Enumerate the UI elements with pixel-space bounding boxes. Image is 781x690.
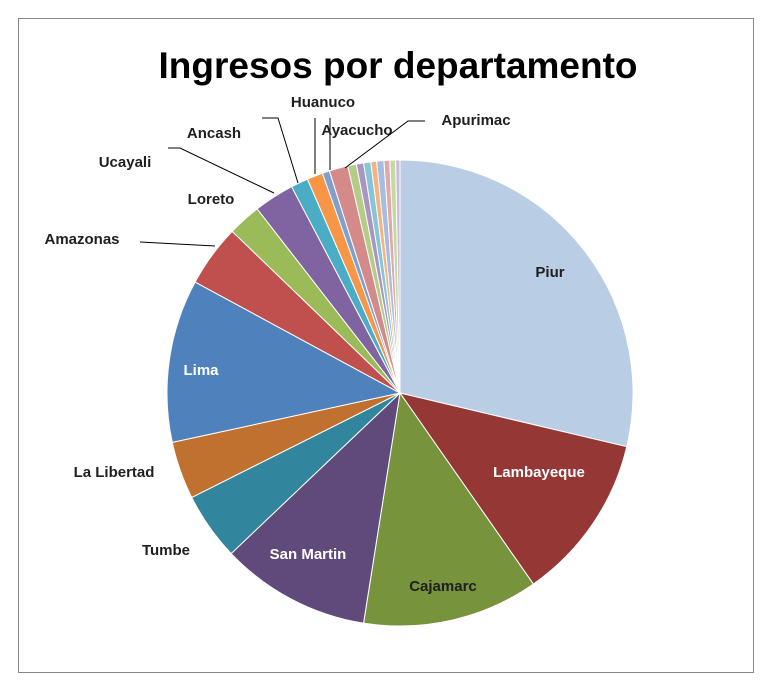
slice-label: Tumbe xyxy=(142,542,190,559)
leader-line xyxy=(168,147,275,194)
pie-slice xyxy=(166,281,402,443)
slice-label: La Libertad xyxy=(74,464,155,481)
slice-label: Apurimac xyxy=(441,112,510,129)
pie-slice xyxy=(398,392,628,585)
slice-label: Huanuco xyxy=(291,94,355,111)
pie-slice xyxy=(362,391,535,627)
slice-label: Piur xyxy=(535,264,564,281)
leader-line xyxy=(139,241,216,247)
leader-line xyxy=(262,117,299,184)
slice-label: Ayacucho xyxy=(321,122,392,139)
slice-label: San Martin xyxy=(270,546,347,563)
slice-label: Lima xyxy=(183,362,219,379)
slice-label: Ancash xyxy=(187,125,241,142)
slice-label: Amazonas xyxy=(44,231,119,248)
slice-label: Loreto xyxy=(188,191,235,208)
slice-label: Cajamarc xyxy=(409,578,477,595)
leader-line xyxy=(344,120,425,169)
chart-title: Ingresos por departamento xyxy=(158,45,637,86)
pie-slice xyxy=(399,159,634,448)
slice-label: Ucayali xyxy=(99,154,152,171)
slice-label: Lambayeque xyxy=(493,464,585,481)
pie-slice xyxy=(395,159,401,394)
pie-slice xyxy=(230,391,401,624)
